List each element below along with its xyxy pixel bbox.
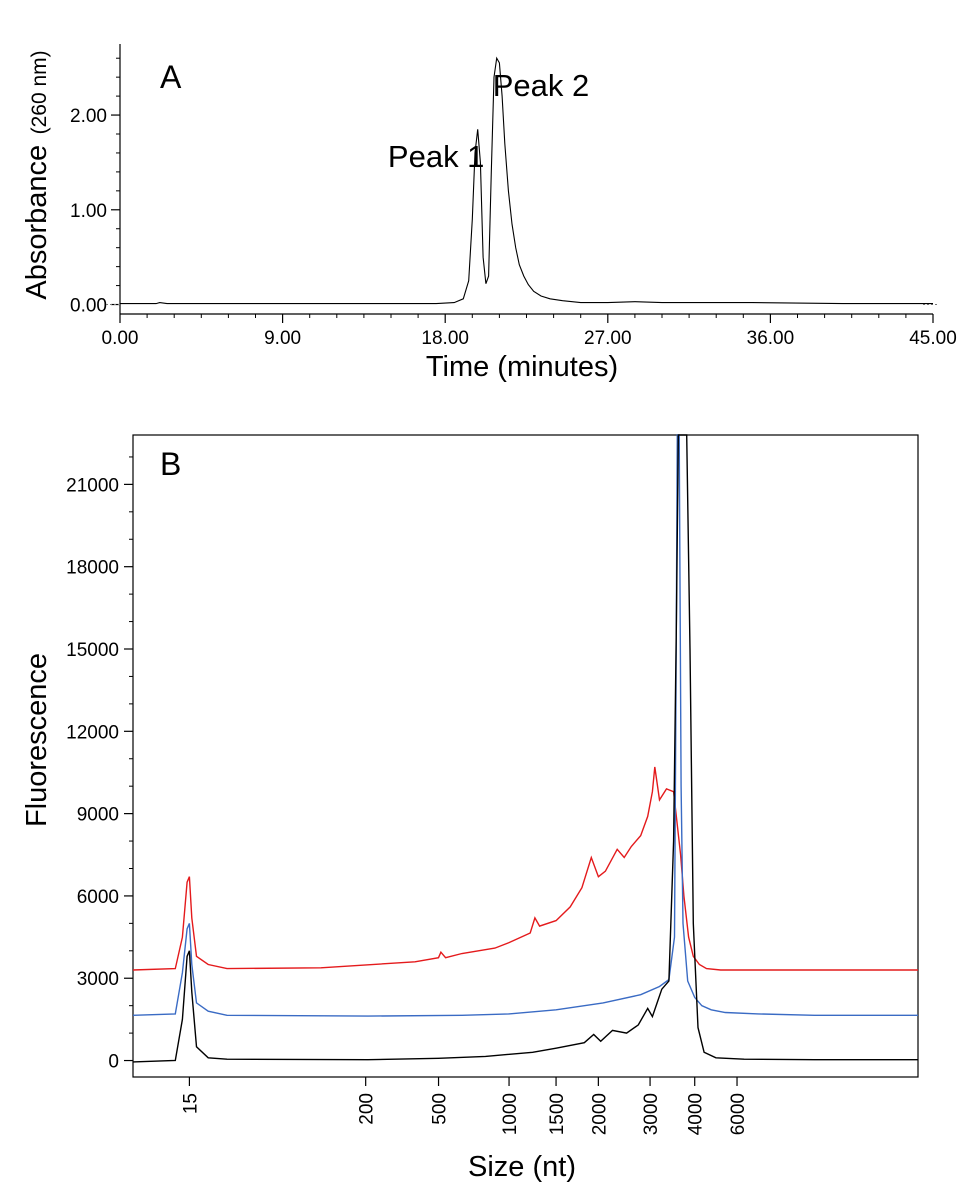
panel-b-x-ticks: 15 200 500 1000 1500 2000 3000 4000 6000 bbox=[180, 1077, 749, 1135]
panel-a-y-tick-label: 2.00 bbox=[70, 106, 107, 127]
panel-a-y-axis-title-main: Absorbance bbox=[21, 145, 53, 300]
panel-a-x-tick-label: 9.00 bbox=[264, 328, 301, 349]
panel-b-y-axis-title: Fluorescence bbox=[21, 653, 53, 827]
panel-a-x-tick-label: 18.00 bbox=[421, 328, 469, 349]
panel-a-y-tick-label: 1.00 bbox=[70, 201, 107, 222]
panel-a-x-ticks: 0.00 9.00 18.00 27.00 36.00 45.00 bbox=[102, 314, 957, 349]
panel-b-plot-frame bbox=[132, 434, 919, 1078]
panel-b-x-tick-label: 3000 bbox=[641, 1093, 662, 1135]
panel-a-x-tick-label: 36.00 bbox=[747, 328, 795, 349]
panel-a-chart: 0.00 9.00 18.00 27.00 36.00 45.00 0.00 1.00 2.0… bbox=[21, 44, 957, 383]
panel-b-black-trace bbox=[132, 434, 918, 1063]
panel-a-y-minor-ticks bbox=[116, 57, 120, 287]
panel-b-y-tick-label: 0 bbox=[108, 1052, 119, 1073]
panel-b-x-tick-label: 1000 bbox=[500, 1093, 521, 1135]
panel-a-absorbance-line bbox=[120, 56, 933, 305]
panel-a-x-axis-title: Time (minutes) bbox=[426, 351, 618, 383]
panel-b-y-minor-ticks bbox=[129, 456, 133, 1034]
panel-b-chart: 0 3000 6000 9000 12000 15000 18000 21000 15 200 5… bbox=[21, 434, 919, 1183]
panel-a-x-tick-label: 0.00 bbox=[102, 328, 139, 349]
panel-b-letter: B bbox=[160, 446, 181, 482]
panel-b-y-tick-label: 6000 bbox=[77, 887, 119, 908]
peak-2-label: Peak 2 bbox=[493, 68, 590, 103]
panel-b-y-tick-label: 9000 bbox=[77, 805, 119, 826]
panel-b-x-tick-label: 500 bbox=[430, 1093, 451, 1125]
panel-a-x-tick-label: 45.00 bbox=[909, 328, 957, 349]
panel-b-x-tick-label: 15 bbox=[180, 1093, 201, 1114]
panel-b-x-tick-label: 2000 bbox=[589, 1093, 610, 1135]
panel-b-x-tick-label: 200 bbox=[357, 1093, 378, 1125]
panel-a-letter: A bbox=[160, 59, 182, 95]
panel-b-x-tick-label: 4000 bbox=[686, 1093, 707, 1135]
panel-b-x-axis-title: Size (nt) bbox=[468, 1151, 576, 1183]
panel-b-y-tick-label: 15000 bbox=[66, 640, 119, 661]
panel-a-y-ticks: 0.00 1.00 2.00 bbox=[70, 106, 120, 317]
peak-1-label: Peak 1 bbox=[388, 139, 485, 174]
panel-b-y-tick-label: 18000 bbox=[66, 558, 119, 579]
panel-b-y-ticks: 0 3000 6000 9000 12000 15000 18000 21000 bbox=[66, 475, 133, 1073]
panel-b-blue-trace bbox=[132, 434, 918, 1017]
panel-a-x-tick-label: 27.00 bbox=[584, 328, 632, 349]
panel-a-x-minor-ticks bbox=[146, 314, 907, 318]
panel-a-y-axis-title: Absorbance (260 nm) bbox=[21, 50, 53, 299]
panel-b-y-tick-label: 21000 bbox=[66, 475, 119, 496]
panel-b-y-tick-label: 12000 bbox=[66, 722, 119, 743]
panel-b-red-trace bbox=[132, 766, 918, 971]
panel-a-y-tick-label: 0.00 bbox=[70, 296, 107, 317]
panel-b-x-tick-label: 1500 bbox=[547, 1093, 568, 1135]
panel-b-y-tick-label: 3000 bbox=[77, 969, 119, 990]
panel-b-x-tick-label: 6000 bbox=[728, 1093, 749, 1135]
panel-a-y-axis-title-unit: (260 nm) bbox=[28, 50, 51, 134]
